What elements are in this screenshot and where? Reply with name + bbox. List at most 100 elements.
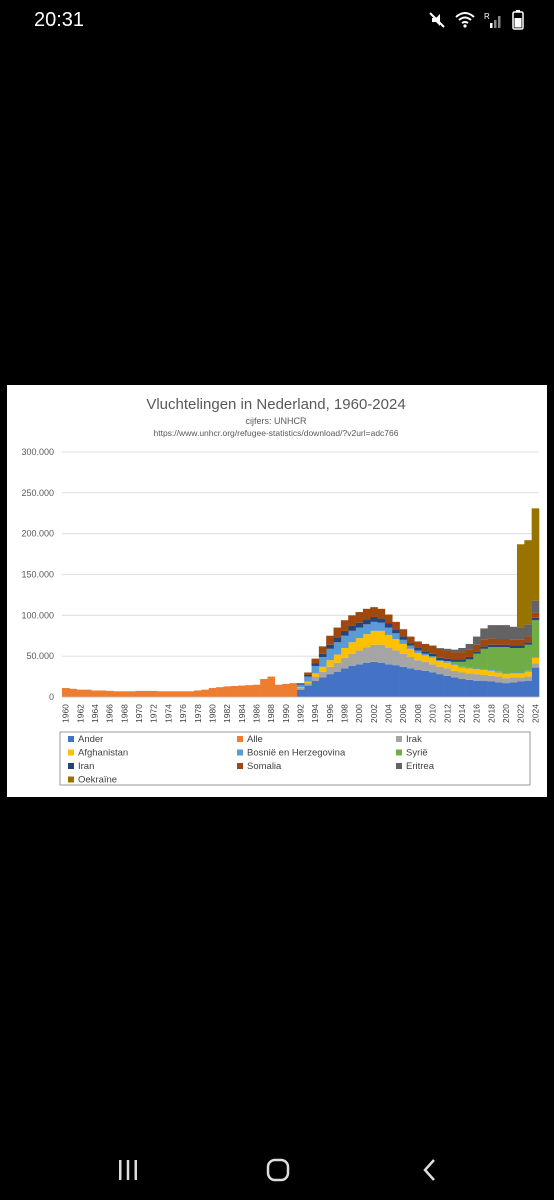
bar-segment [524,676,532,681]
bar-segment [465,673,474,680]
bar-segment [494,682,503,697]
bar-segment [509,639,518,646]
bar-segment [399,653,408,667]
x-tick-label: 1988 [266,704,276,723]
legend-swatch [68,776,74,783]
bar-segment [399,643,408,654]
x-tick-label: 2010 [428,704,438,723]
x-tick-label: 2004 [384,704,394,723]
bar-segment [348,630,356,643]
legend-label: Alle [247,734,263,745]
bar-segment [414,660,422,671]
bar-segment [296,688,305,690]
bar-segment [142,690,151,698]
legend-label: Oekraïne [78,775,117,786]
bar-segment [355,622,364,628]
bar-segment [531,620,540,657]
bar-segment [472,668,481,670]
y-tick-label: 250.000 [21,488,54,498]
legend-swatch [68,736,74,742]
bar-segment [238,685,246,697]
bar-segment [172,691,180,697]
bar-segment [406,645,415,649]
bar-segment [487,675,496,682]
bar-segment [524,636,532,643]
bar-segment [421,651,430,654]
bar-segment [311,676,320,681]
bar-segment [465,659,474,668]
image-viewer[interactable]: Vluchtelingen in Nederland, 1960-2024 ci… [7,385,547,797]
bar-segment [406,648,415,657]
bar-segment [333,671,342,697]
bar-segment [355,612,364,623]
home-button[interactable] [258,1154,298,1186]
bar-segment [348,653,356,666]
bar-segment [194,690,202,697]
bar-segment [406,643,415,646]
bar-segment [480,648,488,670]
bar-segment [465,668,474,674]
axes: 0 50.000 100.000 150.000 200.000 250.000 300.0… [21,447,540,723]
y-tick-label: 50.000 [26,651,54,661]
bar-segment [370,630,378,645]
bar-segment [208,688,217,697]
bar-segment [113,691,122,697]
x-tick-label: 2016 [472,704,482,723]
bar-segment [326,648,334,661]
bar-segment [333,642,342,655]
bar-segment [487,625,496,639]
x-tick-label: 1960 [61,704,71,723]
bar-segment [399,636,408,640]
x-tick-label: 1992 [296,704,306,723]
bar-segment [502,683,510,697]
legend-label: Syrië [406,748,428,759]
bar-segment [465,643,474,650]
bar-segment [494,625,503,640]
bar-segment [428,657,437,665]
back-button[interactable] [410,1154,450,1186]
bar-segment [443,658,452,662]
bar-segment [392,621,400,631]
bar-segment [370,661,378,697]
bar-segment [340,657,349,669]
bar-segment [164,691,173,697]
bar-segment [414,652,422,661]
bar-segment [443,668,452,676]
bar-segment [318,646,327,654]
wifi-icon [455,12,475,28]
x-tick-label: 1984 [237,704,247,723]
recents-button[interactable] [108,1154,148,1186]
bar-segment [531,657,540,664]
bar-segment [326,660,334,667]
bar-segment [436,660,444,662]
bar-segment [260,679,268,697]
bar-segment [274,684,283,697]
legend-label: Irak [406,734,422,745]
bar-segment [509,677,518,683]
bar-segment [494,639,503,645]
y-tick-label: 150.000 [21,570,54,580]
bar-segment [428,645,437,654]
signal-label: R [484,12,490,21]
x-tick-label: 1976 [178,704,188,723]
bar-segment [450,677,459,697]
x-tick-label: 2006 [398,704,408,723]
bar-segment [436,648,444,658]
bar-segment [406,636,415,644]
x-tick-label: 1978 [193,704,203,723]
bar-segment [443,648,452,651]
legend-swatch [396,763,402,769]
bar-segment [443,661,452,662]
bar-segment [150,690,158,698]
bar-segment [377,644,386,663]
bar-segment [384,623,393,628]
bar-segment [76,689,85,697]
bar-segment [494,671,503,673]
bar-segment [487,647,496,671]
bar-segment [436,648,444,649]
bar-segment [98,690,107,697]
bar-segment [186,691,195,697]
bar-segment [384,648,393,665]
bar-segment [135,690,144,698]
x-tick-label: 2008 [413,704,423,723]
